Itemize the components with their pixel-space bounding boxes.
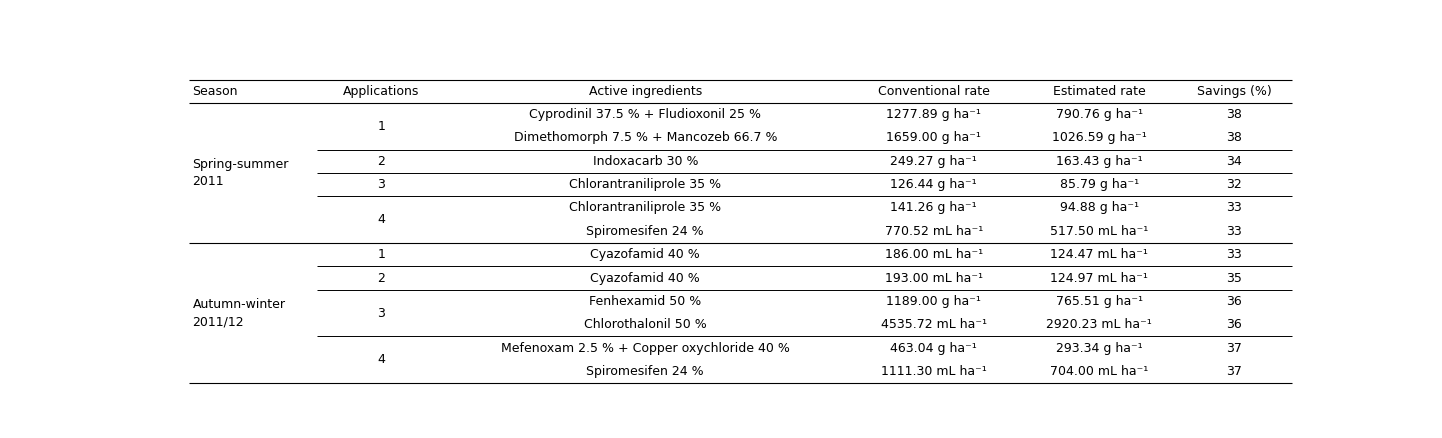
Text: 1189.00 g ha⁻¹: 1189.00 g ha⁻¹ [887,295,981,308]
Text: Cyazofamid 40 %: Cyazofamid 40 % [590,248,701,261]
Text: 35: 35 [1226,272,1242,285]
Text: 2920.23 mL ha⁻¹: 2920.23 mL ha⁻¹ [1047,318,1152,331]
Text: 193.00 mL ha⁻¹: 193.00 mL ha⁻¹ [885,272,983,285]
Text: 2: 2 [378,272,385,285]
Text: 37: 37 [1226,365,1242,378]
Text: 1: 1 [378,120,385,133]
Text: 4: 4 [378,213,385,226]
Text: 85.79 g ha⁻¹: 85.79 g ha⁻¹ [1060,178,1139,191]
Text: 36: 36 [1227,318,1242,331]
Text: 126.44 g ha⁻¹: 126.44 g ha⁻¹ [890,178,978,191]
Text: Chlorothalonil 50 %: Chlorothalonil 50 % [584,318,707,331]
Text: 463.04 g ha⁻¹: 463.04 g ha⁻¹ [890,342,978,354]
Text: 32: 32 [1227,178,1242,191]
Text: Estimated rate: Estimated rate [1053,85,1145,98]
Text: Indoxacarb 30 %: Indoxacarb 30 % [593,155,698,168]
Text: 3: 3 [378,307,385,320]
Text: 790.76 g ha⁻¹: 790.76 g ha⁻¹ [1056,108,1142,121]
Text: 34: 34 [1227,155,1242,168]
Text: 1111.30 mL ha⁻¹: 1111.30 mL ha⁻¹ [881,365,986,378]
Text: 704.00 mL ha⁻¹: 704.00 mL ha⁻¹ [1050,365,1148,378]
Text: 1659.00 g ha⁻¹: 1659.00 g ha⁻¹ [887,131,981,145]
Text: Conventional rate: Conventional rate [878,85,989,98]
Text: Chlorantraniliprole 35 %: Chlorantraniliprole 35 % [570,201,721,215]
Text: Fenhexamid 50 %: Fenhexamid 50 % [590,295,701,308]
Text: Autumn-winter
2011/12: Autumn-winter 2011/12 [193,298,286,328]
Text: 33: 33 [1227,248,1242,261]
Text: 1026.59 g ha⁻¹: 1026.59 g ha⁻¹ [1051,131,1146,145]
Text: Mefenoxam 2.5 % + Copper oxychloride 40 %: Mefenoxam 2.5 % + Copper oxychloride 40 … [500,342,790,354]
Text: 36: 36 [1227,295,1242,308]
Text: Cyprodinil 37.5 % + Fludioxonil 25 %: Cyprodinil 37.5 % + Fludioxonil 25 % [529,108,761,121]
Text: 249.27 g ha⁻¹: 249.27 g ha⁻¹ [890,155,978,168]
Text: Dimethomorph 7.5 % + Mancozeb 66.7 %: Dimethomorph 7.5 % + Mancozeb 66.7 % [513,131,777,145]
Text: 1: 1 [378,248,385,261]
Text: 33: 33 [1227,201,1242,215]
Text: 770.52 mL ha⁻¹: 770.52 mL ha⁻¹ [884,225,983,238]
Text: 38: 38 [1226,131,1242,145]
Text: Savings (%): Savings (%) [1197,85,1272,98]
Text: Active ingredients: Active ingredients [588,85,702,98]
Text: 163.43 g ha⁻¹: 163.43 g ha⁻¹ [1056,155,1142,168]
Text: Season: Season [193,85,238,98]
Text: 37: 37 [1226,342,1242,354]
Text: 38: 38 [1226,108,1242,121]
Text: 517.50 mL ha⁻¹: 517.50 mL ha⁻¹ [1050,225,1148,238]
Text: Spring-summer
2011: Spring-summer 2011 [193,158,288,188]
Text: Applications: Applications [343,85,420,98]
Text: 94.88 g ha⁻¹: 94.88 g ha⁻¹ [1060,201,1139,215]
Text: 124.47 mL ha⁻¹: 124.47 mL ha⁻¹ [1050,248,1148,261]
Text: 4535.72 mL ha⁻¹: 4535.72 mL ha⁻¹ [881,318,986,331]
Text: 765.51 g ha⁻¹: 765.51 g ha⁻¹ [1056,295,1142,308]
Text: 124.97 mL ha⁻¹: 124.97 mL ha⁻¹ [1050,272,1148,285]
Text: 1277.89 g ha⁻¹: 1277.89 g ha⁻¹ [887,108,981,121]
Text: 141.26 g ha⁻¹: 141.26 g ha⁻¹ [890,201,978,215]
Text: Spiromesifen 24 %: Spiromesifen 24 % [587,225,704,238]
Text: 2: 2 [378,155,385,168]
Text: 186.00 mL ha⁻¹: 186.00 mL ha⁻¹ [885,248,983,261]
Text: 33: 33 [1227,225,1242,238]
Text: Spiromesifen 24 %: Spiromesifen 24 % [587,365,704,378]
Text: 4: 4 [378,353,385,366]
Text: Chlorantraniliprole 35 %: Chlorantraniliprole 35 % [570,178,721,191]
Text: Cyazofamid 40 %: Cyazofamid 40 % [590,272,701,285]
Text: 3: 3 [378,178,385,191]
Text: 293.34 g ha⁻¹: 293.34 g ha⁻¹ [1056,342,1142,354]
